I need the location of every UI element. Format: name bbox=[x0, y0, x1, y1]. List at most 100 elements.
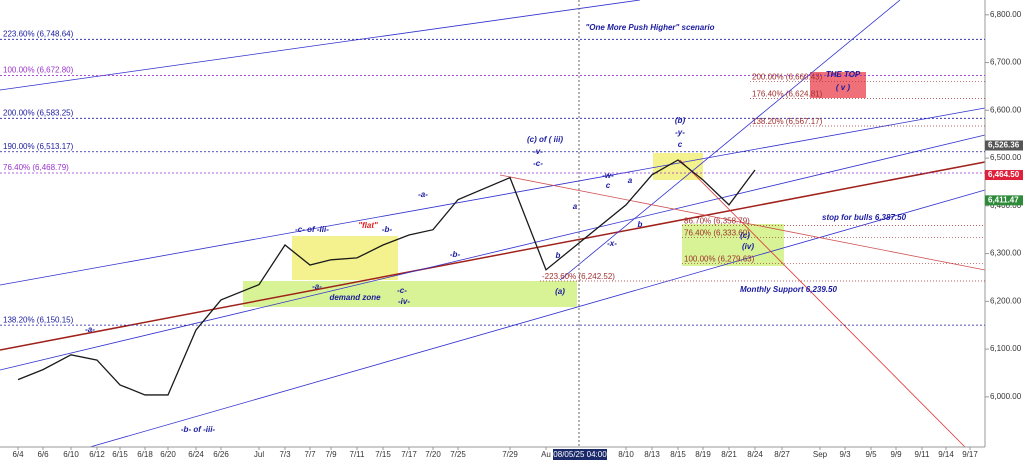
trend-line bbox=[0, 161, 986, 351]
fib-label: 176.40% (6,624.81) bbox=[752, 90, 823, 99]
x-tick-label: 9/17 bbox=[962, 450, 978, 459]
x-tick-label: 8/27 bbox=[774, 450, 790, 459]
annotation: -c- bbox=[397, 286, 407, 295]
annotation: demand zone bbox=[329, 293, 381, 302]
x-tick-label: 7/7 bbox=[304, 450, 316, 459]
annotation: a bbox=[573, 202, 578, 211]
x-tick-label: 6/12 bbox=[89, 450, 105, 459]
annotation: a bbox=[628, 176, 633, 185]
x-tick-label: 6/20 bbox=[160, 450, 176, 459]
fib-label: 200.00% (6,660.43) bbox=[752, 73, 823, 82]
y-tick-label: 6,600.00 bbox=[990, 105, 1022, 114]
top-box bbox=[810, 72, 866, 98]
annotation: -w- bbox=[602, 171, 614, 180]
cursor-label: 08/05/25 04:00 bbox=[553, 450, 607, 459]
y-tick-label: 6,300.00 bbox=[990, 249, 1022, 258]
annotation: -y- bbox=[675, 128, 685, 137]
x-tick-label: 7/15 bbox=[375, 450, 391, 459]
chart-layer: 6,000.00 6,100.00 6,200.00 6,300.00 6,400.00… bbox=[0, 10, 1023, 460]
y-tick-label: 6,400.00 bbox=[990, 201, 1022, 210]
annotation: -a- bbox=[85, 325, 95, 334]
x-tick-label: 7/29 bbox=[502, 450, 518, 459]
annotation: c bbox=[678, 140, 683, 149]
cursor-tag bbox=[553, 449, 607, 460]
price-tag-label: 6,464.50 bbox=[988, 170, 1020, 179]
fib-label: 223.60% (6,748.64) bbox=[3, 29, 74, 38]
annotation: "One More Push Higher" scenario bbox=[586, 23, 715, 32]
annotation: -x- bbox=[607, 239, 617, 248]
fib-label: 76.40% (6,333.60) bbox=[684, 229, 750, 238]
fib-label: 100.00% (6,279.63) bbox=[684, 254, 755, 263]
price-tag-label: 6,411.47 bbox=[988, 195, 1019, 204]
channel-line bbox=[0, 107, 986, 286]
x-tick-label: 7/9 bbox=[325, 450, 337, 459]
x-tick-label: 8/13 bbox=[644, 450, 660, 459]
annotation: -b- bbox=[450, 250, 461, 259]
fib-label: 76.40% (6,468.79) bbox=[3, 163, 69, 172]
x-tick-label: 7/20 bbox=[425, 450, 441, 459]
price-tag bbox=[985, 170, 1023, 181]
x-tick-label: 8/10 bbox=[618, 450, 634, 459]
annotation: -a- bbox=[312, 282, 322, 291]
y-tick-label: 6,000.00 bbox=[990, 392, 1022, 401]
x-tick-label: 6/6 bbox=[37, 450, 49, 459]
annotation: -b- bbox=[382, 225, 393, 234]
x-tick-label: 9/11 bbox=[915, 450, 931, 459]
x-tick-label: 7/11 bbox=[350, 450, 366, 459]
annotation: -a- bbox=[418, 190, 428, 199]
annotation: -iv- bbox=[398, 297, 410, 306]
x-tick-label: 6/15 bbox=[112, 450, 128, 459]
x-tick-label: 7/17 bbox=[401, 450, 417, 459]
x-tick-label: 6/18 bbox=[137, 450, 153, 459]
x-tick-label: 6/24 bbox=[188, 450, 204, 459]
annotation: (a) bbox=[555, 287, 565, 296]
y-tick-label: 6,700.00 bbox=[990, 58, 1022, 67]
support-zone bbox=[682, 224, 784, 266]
annotation: -c- bbox=[533, 159, 543, 168]
fib-label: -223.60% (6,242.52) bbox=[542, 272, 615, 281]
x-tick-label: 6/4 bbox=[12, 450, 24, 459]
projection-line bbox=[679, 159, 966, 448]
channel-line bbox=[0, 134, 986, 371]
fib-label: 138.20% (6,567.17) bbox=[752, 117, 823, 126]
fib-label: 86.70% (6,358.79) bbox=[684, 217, 750, 226]
x-tick-label: 8/19 bbox=[695, 450, 711, 459]
y-tick-label: 6,200.00 bbox=[990, 296, 1022, 305]
fib-label: 200.00% (6,583.25) bbox=[3, 108, 74, 117]
price-tag bbox=[985, 140, 1023, 151]
x-tick-label: 6/10 bbox=[63, 450, 79, 459]
x-tick-label: Au bbox=[541, 450, 551, 459]
price-tag-label: 6,526.36 bbox=[988, 141, 1020, 150]
x-tick-label: 9/3 bbox=[839, 450, 851, 459]
y-tick-label: 6,500.00 bbox=[990, 153, 1022, 162]
annotation: (iv) bbox=[742, 242, 754, 251]
x-tick-label: 7/25 bbox=[450, 450, 466, 459]
y-tick-label: 6,100.00 bbox=[990, 344, 1022, 353]
annotation: (c) bbox=[740, 231, 750, 240]
price-line bbox=[17, 159, 756, 396]
channel-line bbox=[559, 0, 901, 281]
channel-line bbox=[89, 189, 986, 448]
annotation: THE TOP bbox=[826, 70, 861, 79]
annotation: stop for bulls 6,387.50 bbox=[822, 213, 907, 222]
price-tag bbox=[985, 195, 1023, 206]
x-tick-label: 8/21 bbox=[721, 450, 737, 459]
x-tick-label: 6/26 bbox=[213, 450, 229, 459]
flat-zone bbox=[292, 236, 398, 280]
annotation: b bbox=[556, 251, 561, 260]
y-tick-label: 6,800.00 bbox=[990, 10, 1022, 19]
annotation: ( v ) bbox=[836, 83, 851, 92]
annotation: -v- bbox=[533, 147, 543, 156]
annotation: Monthly Support 6,239.50 bbox=[740, 285, 837, 294]
x-tick-label: 9/5 bbox=[865, 450, 877, 459]
fib-label: 190.00% (6,513.17) bbox=[3, 142, 74, 151]
fib-label: 100.00% (6,672.80) bbox=[3, 66, 74, 75]
channel-line bbox=[0, 0, 641, 91]
x-tick-label: Jul bbox=[254, 450, 264, 459]
demand-zone bbox=[243, 281, 577, 307]
annotation: (c) of ( iii) bbox=[527, 135, 563, 144]
fib-label: 138.20% (6,150.15) bbox=[3, 315, 74, 324]
x-tick-label: 8/24 bbox=[747, 450, 763, 459]
